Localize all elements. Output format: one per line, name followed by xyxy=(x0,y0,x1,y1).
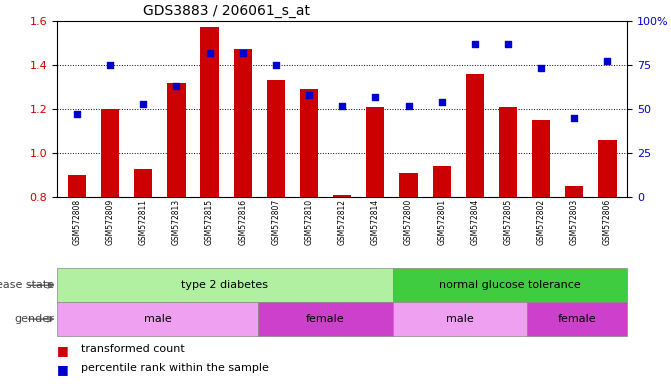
Bar xyxy=(466,74,484,197)
Point xyxy=(503,41,513,47)
Text: GSM572812: GSM572812 xyxy=(338,199,347,245)
Bar xyxy=(599,140,617,197)
Bar xyxy=(532,120,550,197)
Point xyxy=(403,103,414,109)
Bar xyxy=(366,107,384,197)
Bar xyxy=(333,195,352,197)
Text: female: female xyxy=(558,314,597,324)
Point xyxy=(370,94,380,100)
Point xyxy=(536,65,547,71)
Text: GDS3883 / 206061_s_at: GDS3883 / 206061_s_at xyxy=(142,4,309,18)
Text: GSM572806: GSM572806 xyxy=(603,199,612,245)
Text: GSM572807: GSM572807 xyxy=(271,199,280,245)
Text: GSM572809: GSM572809 xyxy=(105,199,115,245)
Text: GSM572800: GSM572800 xyxy=(404,199,413,245)
Text: gender: gender xyxy=(14,314,54,324)
Bar xyxy=(399,173,417,197)
Text: disease state: disease state xyxy=(0,280,54,290)
Bar xyxy=(167,83,185,197)
Text: type 2 diabetes: type 2 diabetes xyxy=(181,280,268,290)
Text: female: female xyxy=(306,314,345,324)
Point xyxy=(436,99,447,105)
Bar xyxy=(300,89,318,197)
Text: GSM572813: GSM572813 xyxy=(172,199,181,245)
Bar xyxy=(499,107,517,197)
Text: GSM572805: GSM572805 xyxy=(503,199,513,245)
Point xyxy=(569,115,580,121)
Text: GSM572810: GSM572810 xyxy=(305,199,313,245)
Text: transformed count: transformed count xyxy=(81,344,185,354)
Text: GSM572814: GSM572814 xyxy=(371,199,380,245)
Point xyxy=(238,50,248,56)
Bar xyxy=(201,27,219,197)
Bar xyxy=(527,302,627,336)
Text: GSM572811: GSM572811 xyxy=(139,199,148,245)
Bar xyxy=(393,302,527,336)
Point xyxy=(138,101,148,107)
Text: GSM572815: GSM572815 xyxy=(205,199,214,245)
Text: percentile rank within the sample: percentile rank within the sample xyxy=(81,363,268,373)
Point xyxy=(204,50,215,56)
Text: ■: ■ xyxy=(57,344,69,357)
Bar xyxy=(57,268,393,302)
Bar xyxy=(68,175,86,197)
Point xyxy=(270,62,281,68)
Text: GSM572803: GSM572803 xyxy=(570,199,579,245)
Bar xyxy=(433,167,451,197)
Point xyxy=(72,111,83,118)
Text: GSM572802: GSM572802 xyxy=(537,199,546,245)
Bar xyxy=(565,186,584,197)
Bar xyxy=(134,169,152,197)
Text: GSM572816: GSM572816 xyxy=(238,199,247,245)
Text: normal glucose tolerance: normal glucose tolerance xyxy=(439,280,581,290)
Bar xyxy=(57,302,258,336)
Text: male: male xyxy=(144,314,172,324)
Point xyxy=(337,103,348,109)
Bar xyxy=(267,80,285,197)
Bar xyxy=(234,50,252,197)
Point xyxy=(470,41,480,47)
Text: GSM572804: GSM572804 xyxy=(470,199,479,245)
Point xyxy=(105,62,115,68)
Point xyxy=(602,58,613,65)
Bar xyxy=(101,109,119,197)
Point xyxy=(171,83,182,89)
Text: ■: ■ xyxy=(57,363,69,376)
Bar xyxy=(393,268,627,302)
Text: GSM572808: GSM572808 xyxy=(72,199,81,245)
Text: GSM572801: GSM572801 xyxy=(437,199,446,245)
Point xyxy=(304,92,315,98)
Bar xyxy=(258,302,393,336)
Text: male: male xyxy=(446,314,474,324)
